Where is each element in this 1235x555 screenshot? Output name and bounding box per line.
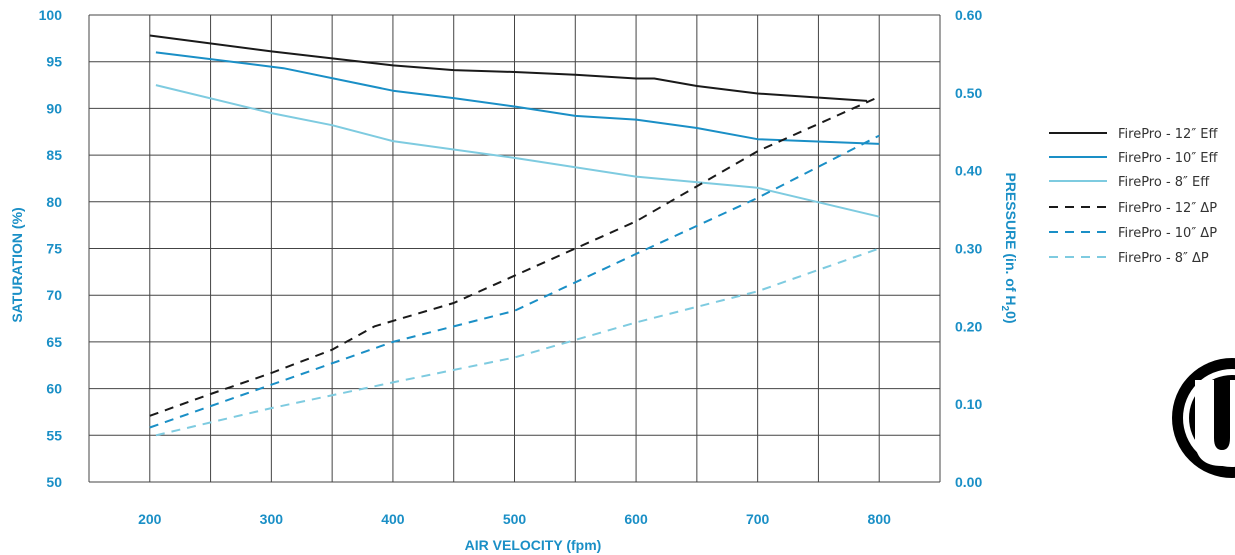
legend-label: FirePro - 10″ ΔP — [1118, 226, 1217, 241]
right-y-tick-label: 0.60 — [955, 7, 982, 23]
legend-label: FirePro - 8″ Eff — [1118, 175, 1210, 190]
series-line-6 — [155, 247, 880, 437]
left-y-tick-label: 50 — [46, 474, 62, 490]
x-axis-title: AIR VELOCITY (fpm) — [465, 537, 602, 553]
ul-registered-mark: ® — [1206, 434, 1214, 446]
left-y-tick-label: 80 — [46, 194, 62, 210]
ul-logo-icon: ® — [1172, 358, 1235, 478]
right-y-tick-label: 0.40 — [955, 163, 982, 179]
x-tick-label: 600 — [624, 511, 648, 527]
right-y-axis-title: PRESSURE (in. of H20) — [999, 172, 1019, 323]
left-y-tick-label: 85 — [46, 147, 62, 163]
chart-grid — [88, 14, 941, 483]
left-y-tick-label: 55 — [46, 427, 62, 443]
left-y-tick-label: 100 — [39, 7, 63, 23]
left-y-tick-label: 90 — [46, 100, 62, 116]
chart-legend: FirePro - 12″ Eff FirePro - 10″ Eff FirePr… — [1049, 127, 1219, 266]
right-y-axis-title-subscript: 2 — [999, 306, 1010, 312]
x-tick-label: 400 — [381, 511, 405, 527]
x-tick-label: 800 — [868, 511, 892, 527]
legend-label: FirePro - 8″ ΔP — [1118, 251, 1209, 266]
right-y-tick-label: 0.50 — [955, 85, 982, 101]
x-tick-label: 500 — [503, 511, 527, 527]
right-y-tick-label: 0.30 — [955, 241, 982, 257]
x-tick-label: 700 — [746, 511, 770, 527]
left-y-tick-label: 65 — [46, 334, 62, 350]
left-y-tick-label: 75 — [46, 241, 62, 257]
left-y-axis-title: SATURATION (%) — [9, 207, 25, 322]
chart-ticks: 50 55 60 65 70 75 80 85 90 95 100 200 300 400 500 600 70… — [39, 7, 983, 527]
chart-series — [149, 34, 880, 437]
legend-label: FirePro - 12″ ΔP — [1118, 201, 1217, 216]
series-line-2 — [155, 51, 880, 145]
legend-label: FirePro - 10″ Eff — [1118, 151, 1219, 166]
right-y-tick-label: 0.20 — [955, 318, 982, 334]
series-line-5 — [149, 134, 880, 429]
right-y-tick-label: 0.10 — [955, 396, 982, 412]
legend-label: FirePro - 12″ Eff — [1118, 127, 1219, 142]
right-y-tick-label: 0.00 — [955, 474, 982, 490]
x-tick-label: 200 — [138, 511, 162, 527]
left-y-tick-label: 70 — [46, 287, 62, 303]
left-y-tick-label: 95 — [46, 54, 62, 70]
series-line-1 — [149, 34, 868, 102]
left-y-tick-label: 60 — [46, 381, 62, 397]
x-tick-label: 300 — [260, 511, 284, 527]
series-line-4 — [149, 95, 880, 417]
right-y-axis-title-end: 0) — [1003, 311, 1019, 323]
right-y-axis-title-main: PRESSURE (in. of H — [1003, 172, 1019, 305]
series-line-3 — [155, 84, 880, 218]
